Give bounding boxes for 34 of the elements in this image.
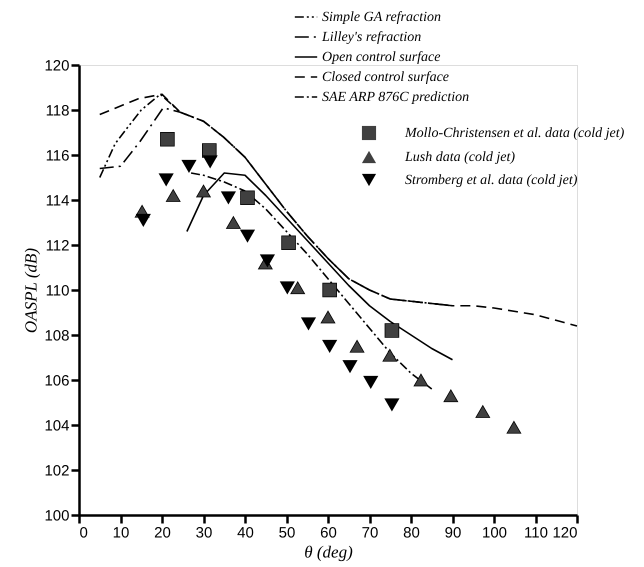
x-tick-label: 60 [320,524,337,542]
y-tick-label: 114 [46,192,70,210]
x-tick-label: 50 [278,524,296,542]
legend-label: Lush data (cold jet) [404,150,516,165]
x-tick-label: 40 [237,524,254,542]
y-tick-label: 102 [44,462,70,480]
x-tick-label: 30 [196,524,212,542]
x-tick-label: 120 [552,524,578,542]
x-tick-label: 110 [524,524,548,542]
y-tick-label: 110 [46,282,70,300]
legend-label: Lilley's refraction [321,30,422,45]
legend-label: SAE ARP 876C prediction [322,90,470,105]
y-tick-label: 112 [46,238,70,254]
legend-label: Closed control surface [322,70,450,85]
y-tick-label: 100 [44,508,70,524]
legend-label: Mollo-Christensen et al. data (cold jet) [404,126,625,141]
y-tick-label: 116 [46,148,70,164]
y-tick-label: 108 [44,328,70,344]
y-tick-label: 106 [44,372,70,390]
y-tick-label: 120 [44,58,70,74]
legend-label: Simple GA refraction [322,10,441,25]
x-tick-label: 70 [362,524,378,542]
y-axis-title: OASPL (dB) [21,248,40,334]
x-tick-label: 0 [80,524,88,542]
y-tick-label: 104 [44,418,70,434]
x-tick-label: 100 [482,524,508,542]
x-tick-label: 80 [403,524,420,542]
x-tick-label: 10 [112,524,130,542]
legend-label: Open control surface [322,50,440,65]
x-tick-label: 20 [154,524,171,542]
x-tick-label: 90 [444,524,462,542]
legend-label: Stromberg et al. data (cold jet) [405,173,578,188]
y-tick-label: 118 [46,102,70,120]
x-axis-title: θ (deg) [304,542,354,562]
